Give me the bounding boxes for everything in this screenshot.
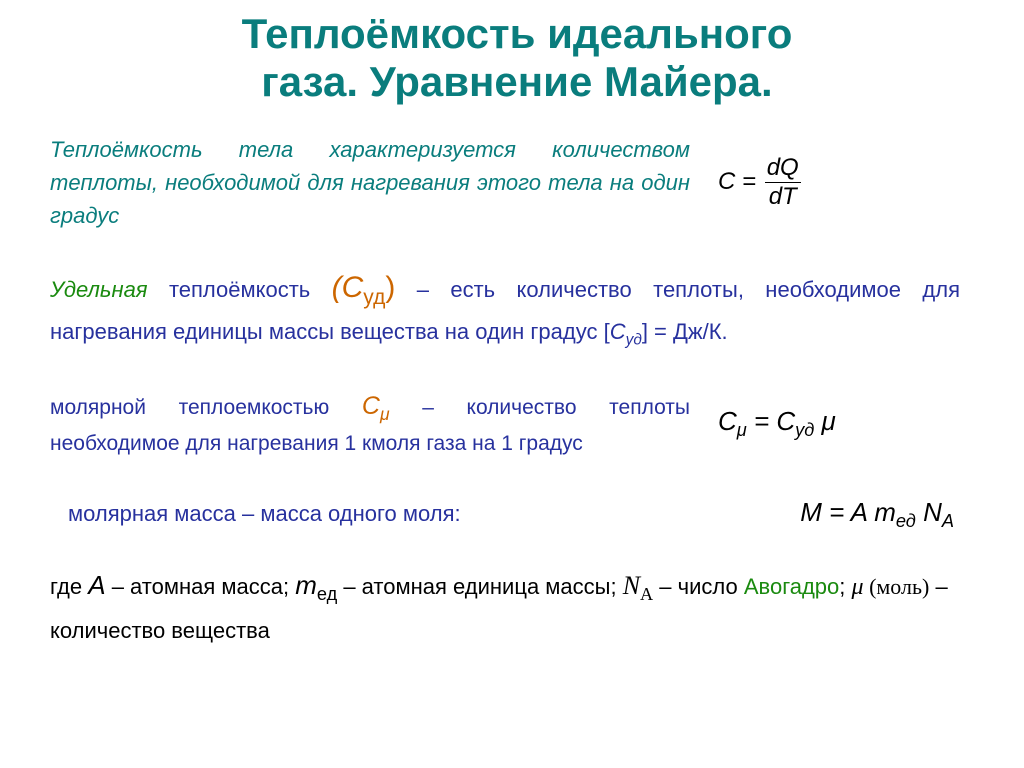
fraction-num: dQ — [763, 154, 803, 182]
where-p4: – число — [653, 574, 744, 599]
where-p3: – атомная единица массы; — [337, 574, 622, 599]
molar-heat-text: молярной теплоемкостью Сμ – количество т… — [50, 387, 690, 461]
word-heat-cap: теплоёмкость — [148, 277, 332, 302]
block-where: где А – атомная масса; mед – атомная еди… — [50, 562, 960, 651]
mm-post: N — [916, 497, 942, 527]
where-mu: μ — [852, 574, 864, 600]
mm-pre: M = A m — [800, 497, 896, 527]
bracket-sub: уд — [626, 332, 642, 349]
where-p1: где — [50, 574, 88, 599]
mm-sub1: ед — [896, 511, 916, 531]
cmu-tail: μ — [814, 406, 835, 436]
sym-open: (С — [332, 271, 364, 304]
where-mu-note: (моль) — [864, 574, 930, 599]
mm-sub2: A — [942, 511, 954, 531]
where-N-sym: N — [623, 571, 640, 600]
where-m-sub: ед — [317, 584, 337, 604]
cmu-rhs: С — [776, 406, 795, 436]
block-heat-capacity: Теплоёмкость тела характеризуется количе… — [50, 133, 984, 232]
fraction-den: dT — [765, 182, 801, 211]
heat-capacity-text: Теплоёмкость тела характеризуется количе… — [50, 133, 690, 232]
where-N: NA — [623, 571, 653, 600]
formula-c-dq-dt: C = dQ dT — [718, 154, 833, 211]
molar-mass-text-content: молярная масса – масса одного моля: — [68, 501, 461, 526]
block-molar-mass: молярная масса – масса одного моля: M = … — [50, 497, 984, 532]
bracket-close: ] = Дж/К. — [642, 319, 728, 344]
title-line1: Теплоёмкость идеального — [242, 10, 793, 57]
where-N-sub: A — [640, 584, 653, 604]
formula-lhs: C — [718, 167, 735, 194]
formula-molar-mass: M = A mед NA — [800, 497, 984, 532]
cmu-rhs-sub: уд — [795, 421, 814, 441]
cmu-lhs-sub: μ — [737, 421, 747, 441]
cmu-lhs: С — [718, 406, 737, 436]
where-m-sym: m — [295, 570, 317, 600]
sym-sub: уд — [363, 286, 385, 309]
molar-pre: молярной теплоемкостью — [50, 396, 362, 419]
heat-capacity-text-content: Теплоёмкость тела характеризуется количе… — [50, 137, 690, 228]
symbol-c-ud: (Суд) — [332, 271, 396, 304]
block-specific-heat: Удельная теплоёмкость (Суд) – есть колич… — [50, 264, 960, 354]
fraction: dQ dT — [763, 154, 803, 211]
where-p5: ; — [839, 574, 851, 599]
word-specific: Удельная — [50, 277, 148, 302]
molar-mass-text: молярная масса – масса одного моля: — [50, 501, 772, 527]
equals-sign: = — [742, 167, 763, 194]
where-m: mед — [295, 570, 337, 600]
where-avogadro: Авогадро — [744, 574, 839, 599]
bracket-sym: Суд — [610, 319, 642, 344]
bracket-c: С — [610, 319, 626, 344]
block-molar-heat: молярной теплоемкостью Сμ – количество т… — [50, 387, 984, 461]
cmu-sub: μ — [380, 404, 390, 424]
where-A: А — [88, 570, 105, 600]
slide-title: Теплоёмкость идеального газа. Уравнение … — [50, 10, 984, 107]
where-p2: – атомная масса; — [106, 574, 296, 599]
cmu-c: С — [362, 392, 380, 420]
symbol-c-mu: Сμ — [362, 392, 390, 420]
title-line2: газа. Уравнение Майера. — [261, 58, 772, 105]
sym-close: ) — [385, 271, 395, 304]
cmu-eq: = — [747, 406, 777, 436]
formula-cmu: Сμ = Суд μ — [718, 406, 866, 441]
